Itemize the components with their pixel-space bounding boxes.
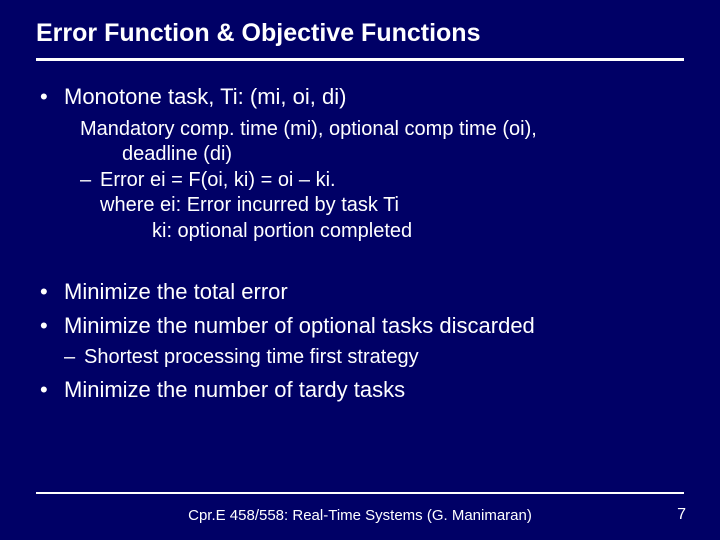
bullet-3-sub-text: Shortest processing time first strategy: [84, 346, 419, 368]
b1-sub-line1b: deadline (di): [80, 142, 684, 168]
b1-sub-line2: Error ei = F(oi, ki) = oi – ki.: [80, 168, 684, 194]
bullet-3-sub: Shortest processing time first strategy: [36, 345, 684, 370]
b1-sub-line3: where ei: Error incurred by task Ti: [80, 193, 684, 219]
bullet-1-text: Monotone task, Ti: (mi, oi, di): [64, 84, 346, 109]
spacer: [36, 260, 684, 278]
page-number: 7: [677, 506, 686, 524]
slide-content: Monotone task, Ti: (mi, oi, di) Mandator…: [36, 83, 684, 404]
bullet-3: Minimize the number of optional tasks di…: [36, 312, 684, 340]
footer-text: Cpr.E 458/558: Real-Time Systems (G. Man…: [0, 507, 720, 524]
bullet-1: Monotone task, Ti: (mi, oi, di): [36, 83, 684, 111]
title-rule: [36, 58, 684, 61]
slide-title: Error Function & Objective Functions: [36, 18, 684, 48]
bullet-4-text: Minimize the number of tardy tasks: [64, 377, 405, 402]
bullet-1-sub: Mandatory comp. time (mi), optional comp…: [36, 117, 684, 245]
bullet-3-text: Minimize the number of optional tasks di…: [64, 313, 535, 338]
bullet-list-3: Minimize the number of tardy tasks: [36, 376, 684, 404]
bullet-2-text: Minimize the total error: [64, 279, 288, 304]
b1-sub-line4: ki: optional portion completed: [80, 219, 684, 245]
bullet-2: Minimize the total error: [36, 278, 684, 306]
bullet-list: Monotone task, Ti: (mi, oi, di): [36, 83, 684, 111]
slide: Error Function & Objective Functions Mon…: [0, 0, 720, 540]
b1-sub-line2-text: Error ei = F(oi, ki) = oi – ki.: [100, 169, 336, 191]
footer-rule: [36, 492, 684, 494]
b1-sub-line1: Mandatory comp. time (mi), optional comp…: [80, 117, 684, 143]
bullet-list-2: Minimize the total error Minimize the nu…: [36, 278, 684, 339]
bullet-4: Minimize the number of tardy tasks: [36, 376, 684, 404]
